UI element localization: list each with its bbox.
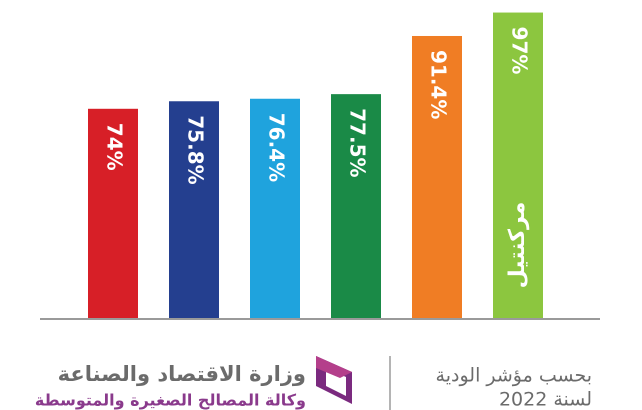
- bar: [493, 12, 543, 318]
- year-line: لسنة 2022: [499, 389, 592, 410]
- ministry-logo: [316, 356, 352, 404]
- ministry-name: وزارة الاقتصاد والصناعة: [58, 362, 306, 386]
- value-label: 75.8%: [184, 115, 208, 184]
- bar: [88, 108, 138, 318]
- bar: [412, 35, 462, 318]
- index-line: بحسب مؤشر الودية: [436, 365, 592, 387]
- brand-logo-text: مركنتيل: [505, 202, 530, 289]
- agency-name: وكالة المصالح الصغيرة والمتوسطة: [35, 391, 306, 410]
- value-label: 74%: [103, 123, 127, 171]
- value-label: 91.4%: [427, 50, 451, 119]
- bar: [169, 101, 219, 318]
- value-label: 76.4%: [265, 113, 289, 182]
- value-label: 97%: [508, 27, 532, 75]
- value-label: 77.5%: [346, 108, 370, 177]
- bar: [331, 94, 381, 318]
- bar: [250, 98, 300, 318]
